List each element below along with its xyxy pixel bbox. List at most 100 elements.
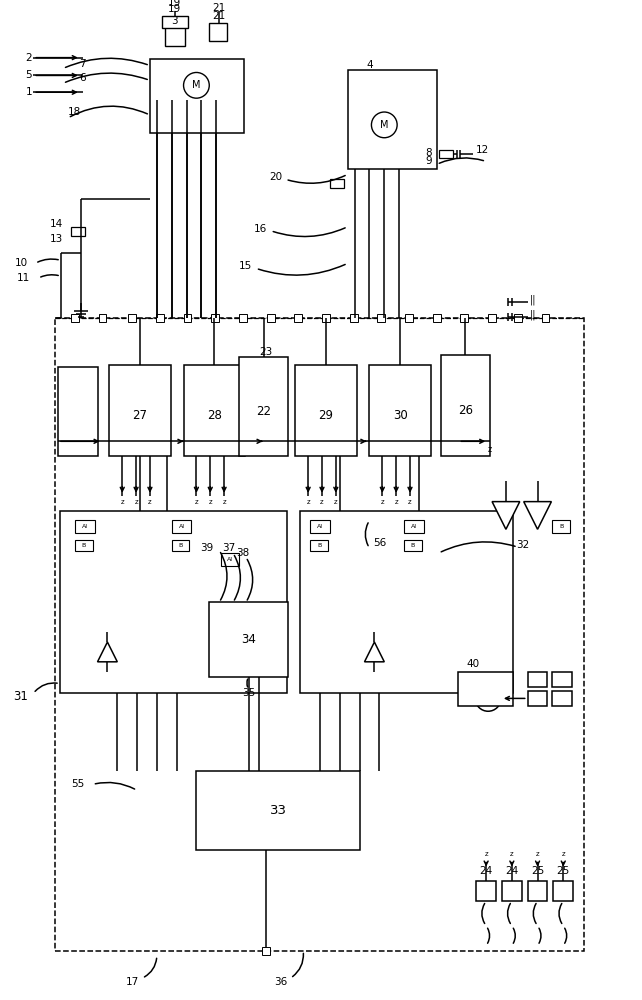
Bar <box>528 672 548 687</box>
Bar <box>294 314 302 322</box>
Bar <box>348 70 437 169</box>
Text: z: z <box>222 499 226 505</box>
Bar <box>209 602 288 677</box>
Bar <box>404 520 424 533</box>
Text: 34: 34 <box>241 633 256 646</box>
Text: z: z <box>148 499 152 505</box>
Text: 38: 38 <box>236 548 250 558</box>
Text: Al: Al <box>82 524 88 529</box>
Text: z: z <box>484 851 488 857</box>
Bar <box>128 314 136 322</box>
Bar <box>74 520 94 533</box>
Bar <box>476 881 496 901</box>
Text: z: z <box>121 499 124 505</box>
Text: z: z <box>510 851 514 857</box>
Bar <box>165 26 184 46</box>
Text: 40: 40 <box>466 659 480 669</box>
Bar <box>211 314 219 322</box>
Bar <box>71 227 85 236</box>
Text: 5: 5 <box>25 70 32 80</box>
Bar <box>377 314 385 322</box>
Text: 6: 6 <box>80 73 86 83</box>
Text: 8: 8 <box>426 148 432 158</box>
Bar <box>209 23 227 41</box>
Text: 55: 55 <box>71 779 85 789</box>
Text: 9: 9 <box>426 156 432 166</box>
Text: 26: 26 <box>458 404 473 417</box>
Bar <box>488 314 496 322</box>
Text: 28: 28 <box>207 409 221 422</box>
Bar <box>98 314 107 322</box>
Text: 32: 32 <box>516 540 530 550</box>
Bar <box>300 511 513 693</box>
Bar <box>196 771 360 850</box>
Text: z: z <box>209 499 212 505</box>
Text: 12: 12 <box>476 145 489 155</box>
Text: 16: 16 <box>254 224 267 234</box>
Bar <box>514 314 522 322</box>
Text: 21: 21 <box>213 3 226 13</box>
Text: z: z <box>562 851 565 857</box>
Bar <box>433 314 440 322</box>
Bar <box>310 540 328 551</box>
Bar <box>239 357 288 456</box>
Bar <box>221 553 239 566</box>
Text: 33: 33 <box>270 804 286 817</box>
Text: 1: 1 <box>25 87 32 97</box>
Bar <box>369 365 431 456</box>
Text: B: B <box>411 543 415 548</box>
Bar <box>330 179 343 188</box>
Text: 11: 11 <box>17 273 30 283</box>
Bar <box>528 691 548 706</box>
Text: 23: 23 <box>259 347 272 357</box>
Circle shape <box>475 686 501 711</box>
Polygon shape <box>524 502 551 529</box>
Text: 18: 18 <box>68 107 82 117</box>
Text: B: B <box>559 524 564 529</box>
Text: z: z <box>134 499 138 505</box>
Text: 19: 19 <box>168 4 181 14</box>
Bar <box>171 540 189 551</box>
Text: z: z <box>306 499 310 505</box>
Text: 14: 14 <box>49 219 63 229</box>
Text: 3: 3 <box>171 16 178 26</box>
Text: ||: || <box>530 309 536 320</box>
Bar <box>553 881 573 901</box>
Text: 2: 2 <box>25 53 32 63</box>
Text: 37: 37 <box>222 543 236 553</box>
Text: 4: 4 <box>366 60 373 70</box>
Bar <box>458 672 513 706</box>
Bar <box>55 318 584 951</box>
Text: 13: 13 <box>49 234 63 244</box>
Bar <box>440 355 490 456</box>
Bar <box>310 520 330 533</box>
Text: 20: 20 <box>269 172 282 182</box>
Polygon shape <box>98 642 117 662</box>
Bar <box>109 365 171 456</box>
Bar <box>404 540 422 551</box>
Polygon shape <box>492 502 520 529</box>
Bar <box>502 881 522 901</box>
Text: 35: 35 <box>242 688 256 698</box>
Text: 25: 25 <box>557 866 570 876</box>
Text: z: z <box>408 499 412 505</box>
Circle shape <box>184 72 209 98</box>
Bar <box>184 365 245 456</box>
Text: Al: Al <box>411 524 417 529</box>
Bar <box>156 314 164 322</box>
Text: B: B <box>82 543 86 548</box>
Text: 36: 36 <box>274 977 287 987</box>
Bar <box>438 150 453 158</box>
Bar <box>60 511 288 693</box>
Text: 39: 39 <box>200 543 213 553</box>
Text: 10: 10 <box>15 258 28 268</box>
Bar <box>460 314 468 322</box>
Bar <box>171 520 191 533</box>
Text: 31: 31 <box>13 690 28 703</box>
Polygon shape <box>365 642 385 662</box>
Text: 24: 24 <box>480 866 493 876</box>
Text: z: z <box>334 499 338 505</box>
Circle shape <box>372 112 397 138</box>
Text: 21: 21 <box>213 11 226 21</box>
Bar <box>350 314 358 322</box>
